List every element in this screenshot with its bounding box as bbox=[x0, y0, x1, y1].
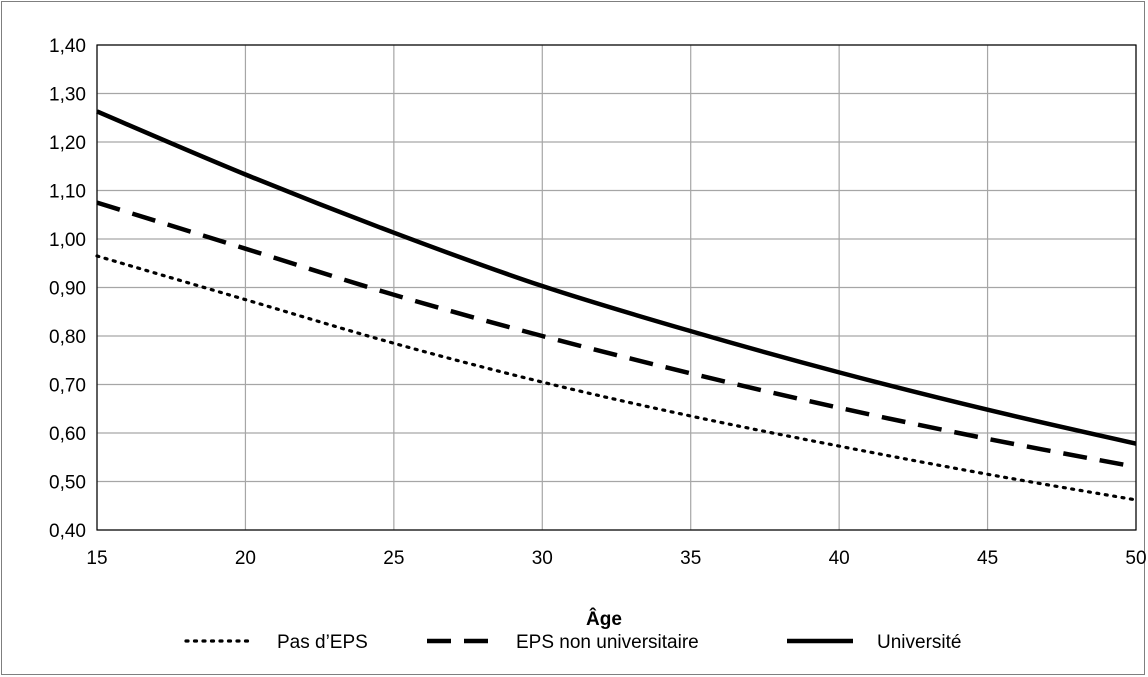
legend: Pas d’EPS EPS non universitaire Université bbox=[184, 632, 961, 653]
y-tick-label: 0,60 bbox=[49, 424, 86, 445]
legend-label-2: Université bbox=[877, 632, 961, 653]
x-axis-title: Âge bbox=[586, 608, 622, 630]
x-tick-label: 15 bbox=[86, 548, 107, 569]
y-tick-label: 1,40 bbox=[49, 36, 86, 57]
series-lines bbox=[95, 109, 1138, 502]
y-tick-label: 1,20 bbox=[49, 133, 86, 154]
series-line-2 bbox=[96, 109, 1137, 446]
x-tick-label: 45 bbox=[977, 548, 998, 569]
legend-label-1: EPS non universitaire bbox=[516, 632, 699, 653]
y-tick-label: 0,80 bbox=[49, 327, 86, 348]
tick-labels: 15 20 25 30 35 40 45 50 0,40 0,50 0,60 0,70 0,80 0,90… bbox=[49, 36, 1147, 569]
x-tick-label: 50 bbox=[1125, 548, 1146, 569]
grid bbox=[96, 44, 1137, 531]
y-tick-label: 0,40 bbox=[49, 521, 86, 542]
y-tick-label: 0,50 bbox=[49, 473, 86, 494]
y-tick-label: 0,70 bbox=[49, 376, 86, 397]
x-tick-label: 25 bbox=[383, 548, 404, 569]
x-tick-label: 40 bbox=[829, 548, 850, 569]
y-tick-label: 1,00 bbox=[49, 230, 86, 251]
series-line-1 bbox=[96, 200, 1137, 470]
y-tick-label: 1,30 bbox=[49, 85, 86, 106]
x-tick-label: 20 bbox=[235, 548, 256, 569]
legend-label-0: Pas d’EPS bbox=[277, 632, 368, 653]
x-tick-label: 35 bbox=[680, 548, 701, 569]
plot-area-border bbox=[96, 44, 1137, 531]
y-tick-label: 0,90 bbox=[49, 279, 86, 300]
series-line-0 bbox=[95, 254, 1138, 502]
y-tick-label: 1,10 bbox=[49, 182, 86, 203]
x-tick-label: 30 bbox=[532, 548, 553, 569]
axes bbox=[96, 44, 1137, 531]
